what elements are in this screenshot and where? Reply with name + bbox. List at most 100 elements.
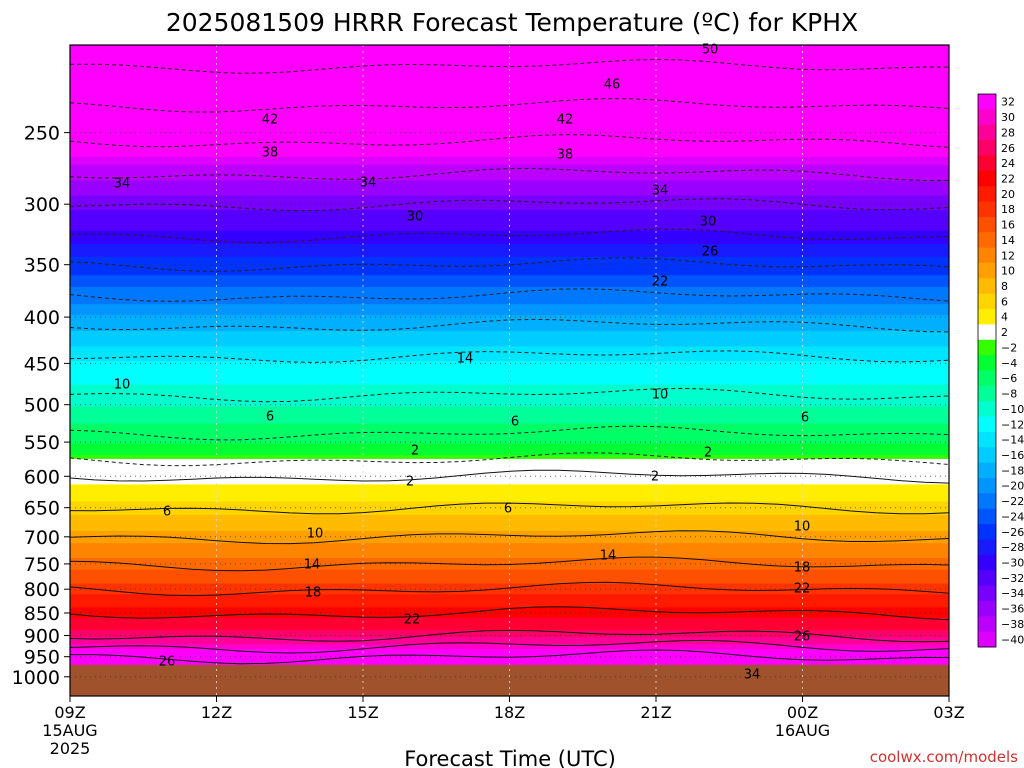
temp-band <box>70 575 949 579</box>
y-tick-label: 350 <box>24 255 60 277</box>
y-tick-label: 900 <box>24 626 60 648</box>
x-tick-label: 09Z <box>54 703 85 722</box>
colorbar-swatch <box>978 262 996 279</box>
x-axis-label: Forecast Time (UTC) <box>404 747 616 768</box>
temp-band <box>70 604 949 609</box>
temp-band <box>70 617 949 621</box>
temp-band <box>70 195 949 204</box>
isotherm-line <box>69 606 950 621</box>
contour-label: 2 <box>411 444 419 459</box>
temp-band <box>70 419 949 425</box>
x-tick-label: 03Z <box>933 703 964 722</box>
isotherm-line <box>69 581 950 597</box>
temp-band <box>70 639 949 643</box>
temp-band <box>70 320 949 327</box>
temp-band <box>70 230 949 239</box>
temp-band <box>70 484 949 489</box>
temp-band <box>70 346 949 353</box>
temp-band <box>70 140 949 150</box>
colorbar-label: −38 <box>1001 618 1024 631</box>
colorbar-swatch <box>978 524 996 540</box>
contour-label: 42 <box>262 113 279 128</box>
temp-band <box>70 569 949 574</box>
temp-band <box>70 455 949 460</box>
y-tick-label: 300 <box>24 194 60 216</box>
temp-band <box>70 498 949 503</box>
temp-band <box>70 298 949 305</box>
y-tick-label: 950 <box>24 647 60 669</box>
colorbar-swatch <box>978 339 996 356</box>
colorbar-label: 6 <box>1001 295 1008 308</box>
colorbar-swatch <box>978 416 996 433</box>
isotherm-line <box>69 530 950 545</box>
y-tick-label: 1000 <box>12 667 60 689</box>
temp-band <box>70 287 949 294</box>
temp-band <box>70 304 949 311</box>
y-tick-label: 250 <box>24 123 60 145</box>
y-tick-label: 400 <box>24 307 60 329</box>
colorbar-swatch <box>978 140 996 156</box>
colorbar-swatch <box>978 186 996 202</box>
colorbar-swatch <box>978 493 996 510</box>
temp-band <box>70 610 949 614</box>
temp-band <box>70 634 949 638</box>
temp-band <box>70 580 949 585</box>
temp-band <box>70 558 949 562</box>
colorbar-label: 22 <box>1001 173 1015 186</box>
colorbar-label: −4 <box>1001 357 1017 370</box>
contour-label: 50 <box>702 43 719 58</box>
temp-band <box>70 393 949 399</box>
colorbar-label: 4 <box>1001 311 1008 324</box>
temp-band <box>70 594 949 598</box>
colorbar-swatch <box>978 309 996 325</box>
temp-band <box>70 223 949 232</box>
colorbar-label: −18 <box>1001 464 1024 477</box>
contour-label: 10 <box>794 520 811 535</box>
temp-band <box>70 508 949 513</box>
contour-label: 14 <box>600 549 617 564</box>
colorbar-swatch <box>978 370 996 387</box>
colorbar-label: 26 <box>1001 142 1015 155</box>
x-tick-label: 12Z <box>201 703 232 722</box>
isotherm-line <box>69 639 950 654</box>
temp-band <box>70 256 949 264</box>
temp-band <box>70 462 949 467</box>
temp-band <box>70 625 949 629</box>
temp-band <box>70 646 949 650</box>
x-tick-label: 15Z <box>347 703 378 722</box>
temperature-field <box>70 45 949 666</box>
colorbar-label: −36 <box>1001 603 1024 616</box>
colorbar-swatch <box>978 124 996 141</box>
x-tick-date: 15AUG <box>42 721 97 740</box>
contour-label: 34 <box>744 668 761 683</box>
y-tick-label: 600 <box>24 466 60 488</box>
temp-band <box>70 599 949 603</box>
colorbar-label: 30 <box>1001 111 1015 124</box>
isotherm-line <box>69 556 950 572</box>
contour-label: 34 <box>360 176 377 191</box>
isotherm-line <box>69 629 950 643</box>
temp-band <box>70 466 949 471</box>
colorbar-label: 20 <box>1001 188 1015 201</box>
contour-label: 34 <box>652 184 669 199</box>
temp-band <box>70 237 949 245</box>
temp-band <box>70 653 949 657</box>
colorbar-swatch <box>978 324 996 341</box>
contour-label: 34 <box>114 177 131 192</box>
colorbar: 32 30 28 26 24 22 20 18 16 14 12 10 8 6 4 2 −2 −4 −6 −8 −10 −… <box>977 93 1024 648</box>
x-tick-label: 00Z <box>787 703 818 722</box>
temp-band <box>70 540 949 544</box>
colorbar-swatch <box>978 631 996 648</box>
colorbar-label: 8 <box>1001 280 1008 293</box>
contour-label: 6 <box>511 415 519 430</box>
contour-label: 2 <box>406 475 414 490</box>
colorbar-label: 14 <box>1001 234 1015 247</box>
contour-label: 6 <box>163 505 171 520</box>
colorbar-swatch <box>978 539 996 556</box>
colorbar-swatch <box>978 94 996 110</box>
credit-text: coolwx.com/models <box>870 748 1018 766</box>
colorbar-label: 28 <box>1001 126 1015 139</box>
contour-label: 26 <box>159 655 176 670</box>
temp-band <box>70 356 949 362</box>
